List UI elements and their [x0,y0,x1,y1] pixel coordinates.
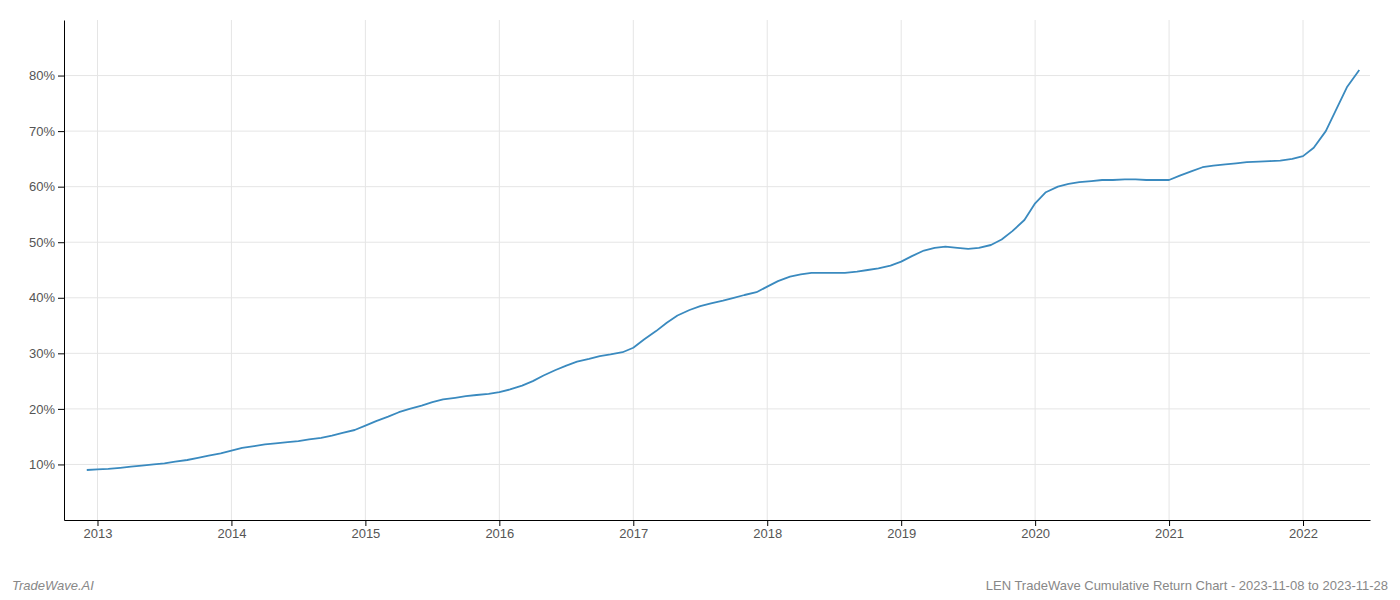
grid-line-y [64,353,1370,354]
y-tick: 10% [29,457,64,472]
x-tick: 2016 [485,520,514,541]
y-tick: 60% [29,179,64,194]
x-tick-mark [901,520,902,526]
grid-line-x [231,20,232,520]
x-tick-mark [1035,520,1036,526]
grid-line-y [64,408,1370,409]
x-tick-label: 2017 [619,526,648,541]
grid-line-x [97,20,98,520]
y-tick-mark [58,298,64,299]
y-tick-mark [58,242,64,243]
y-tick-mark [58,353,64,354]
x-tick: 2015 [351,520,380,541]
y-tick-mark [58,76,64,77]
x-tick: 2020 [1021,520,1050,541]
y-tick-mark [58,464,64,465]
y-tick-mark [58,131,64,132]
x-tick-mark [1169,520,1170,526]
grid-line-x [1035,20,1036,520]
y-tick-label: 60% [29,179,55,194]
grid-line-y [64,75,1370,76]
x-tick-label: 2018 [753,526,782,541]
grid-line-x [499,20,500,520]
y-tick-label: 10% [29,457,55,472]
title: LEN TradeWave Cumulative Return Chart - … [986,578,1388,593]
y-tick-label: 50% [29,235,55,250]
y-tick-label: 30% [29,346,55,361]
plot: 2013 2014 2015 2016 2017 2018 2019 2020 2021 2022… [29,20,1371,541]
x-tick: 2018 [753,520,782,541]
x-tick: 2014 [217,520,246,541]
grid-line-y [64,131,1370,132]
x-axis: 2013 2014 2015 2016 2017 2018 2019 2020 2021 2022 [65,520,1371,541]
x-tick-mark [633,520,634,526]
x-tick-label: 2020 [1021,526,1050,541]
grid-line-x [633,20,634,520]
x-axis-line [65,520,1371,521]
y-tick-label: 20% [29,402,55,417]
grid-line-x [1303,20,1304,520]
grid-line-y [64,464,1370,465]
y-tick: 80% [29,68,64,83]
x-tick: 2022 [1289,520,1318,541]
y-tick-label: 70% [29,124,55,139]
x-tick-label: 2013 [84,526,113,541]
y-axis: 10% 20% 30% 40% 50% 60% 70% 80% [29,21,65,521]
y-tick: 30% [29,346,64,361]
grid-line-y [64,297,1370,298]
x-tick-label: 2021 [1155,526,1184,541]
x-tick-mark [1303,520,1304,526]
marks [87,70,1360,470]
x-tick-label: 2015 [351,526,380,541]
grid-line-x [365,20,366,520]
x-tick-mark [97,520,98,526]
line [87,70,1360,470]
y-tick: 40% [29,290,64,305]
y-tick: 70% [29,124,64,139]
x-tick-mark [767,520,768,526]
y-tick-label: 80% [29,68,55,83]
grid-line-y [64,186,1370,187]
watermark: TradeWave.AI [12,578,94,593]
grid [64,20,1370,520]
x-tick-label: 2014 [217,526,246,541]
y-tick: 50% [29,235,64,250]
grid-line-x [1169,20,1170,520]
x-tick-label: 2022 [1289,526,1318,541]
y-tick-label: 40% [29,290,55,305]
y-tick-mark [58,187,64,188]
chart: 2013 2014 2015 2016 2017 2018 2019 2020 2021 2022… [0,0,1400,600]
x-tick: 2021 [1155,520,1184,541]
grid-line-y [64,242,1370,243]
x-tick-mark [499,520,500,526]
x-tick-label: 2016 [485,526,514,541]
grid-line-x [767,20,768,520]
x-tick: 2013 [84,520,113,541]
y-tick-mark [58,409,64,410]
x-tick: 2017 [619,520,648,541]
x-tick: 2019 [887,520,916,541]
x-tick-mark [231,520,232,526]
grid-line-x [901,20,902,520]
y-axis-line [64,21,65,521]
x-tick-mark [365,520,366,526]
x-tick-label: 2019 [887,526,916,541]
y-tick: 20% [29,402,64,417]
